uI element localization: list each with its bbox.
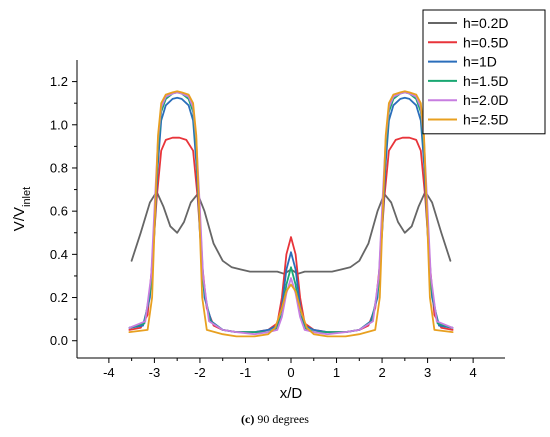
y-axis-label-main: V/V [11,207,28,231]
series-line-3 [128,91,454,333]
series-lines [128,90,454,338]
series-line-1 [128,136,454,333]
legend-label: h=1.5D [463,73,509,89]
y-axis-label: V/Vinlet [11,187,33,231]
series-line-5 [128,90,454,338]
x-tick-label: 3 [424,365,431,380]
legend: h=0.2D h=0.5D h=1D h=1.5D h=2.0D h=2.5D [422,9,546,135]
y-axis-label-subscript: inlet [21,187,33,207]
x-tick-label: 0 [287,365,294,380]
x-axis-label: x/D [280,385,303,402]
y-tick-label: 1.0 [50,117,68,132]
series-line-2 [128,96,454,333]
series-line-0 [130,190,452,275]
y-tick-label: 0.8 [50,160,68,175]
y-tick-label: 1.2 [50,74,68,89]
legend-label: h=2.5D [463,112,509,128]
legend-label: h=0.5D [463,34,509,50]
x-tick-label: -1 [240,365,252,380]
x-tick-label: -3 [149,365,161,380]
x-tick-label: 2 [378,365,385,380]
y-tick-label: 0.4 [50,247,68,262]
y-tick-label: 0.2 [50,290,68,305]
legend-label: h=1D [463,54,497,70]
y-tick-label: 0.0 [50,333,68,348]
x-tick-label: 4 [470,365,477,380]
series-line-4 [128,91,454,336]
caption-label: (c) [241,412,255,426]
legend-label: h=0.2D [463,15,509,31]
line-chart: -4 -3 -2 -1 0 1 2 3 4 0.0 0.2 0.4 0.6 0.8 1.0 1.2 h=0.2… [11,9,546,402]
figure-caption: (c) 90 degrees [0,412,550,427]
axes: -4 -3 -2 -1 0 1 2 3 4 0.0 0.2 0.4 0.6 0.8 1.0 1.2 [50,60,505,380]
y-tick-label: 0.6 [50,204,68,219]
caption-text: 90 degrees [254,412,309,426]
legend-label: h=2.0D [463,92,509,108]
legend-box [422,9,546,135]
x-tick-label: -2 [194,365,206,380]
x-tick-label: -4 [103,365,115,380]
x-tick-label: 1 [333,365,340,380]
